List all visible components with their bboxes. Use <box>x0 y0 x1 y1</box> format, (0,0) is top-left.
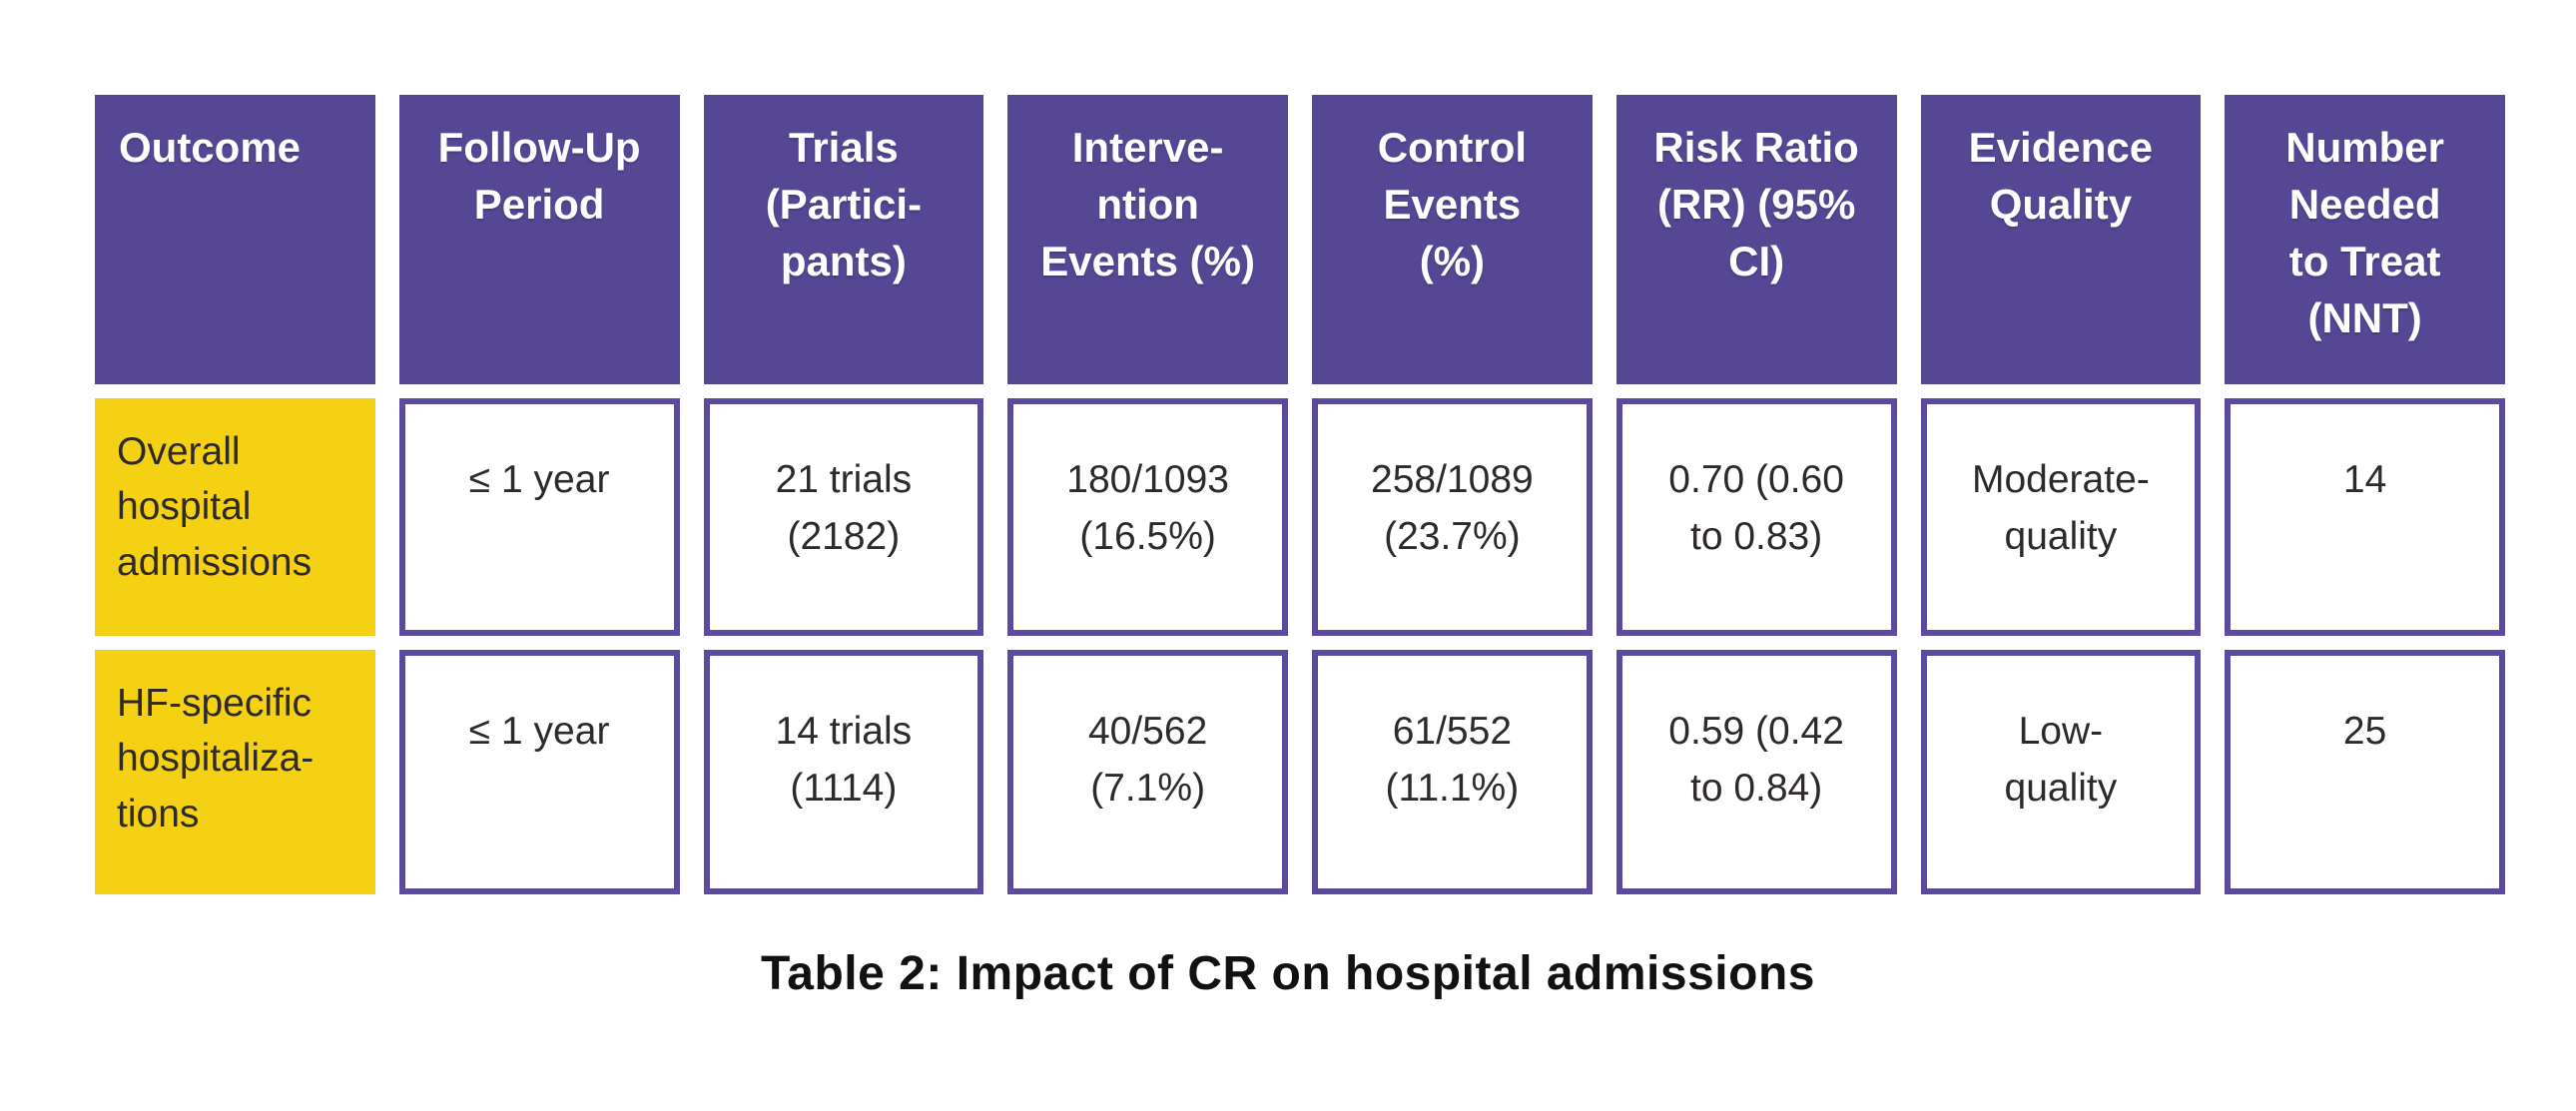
table-cell: 180/1093 (16.5%) <box>1007 398 1288 636</box>
column-header-control-events: Control Events (%) <box>1312 95 1593 384</box>
table-cell: 0.70 (0.60 to 0.83) <box>1615 398 1897 636</box>
column-header-intervention-events: Interve- ntion Events (%) <box>1007 95 1288 384</box>
data-table: Outcome Follow-Up Period Trials (Partici… <box>95 95 2505 894</box>
column-header-nnt: Number Needed to Treat (NNT) <box>2225 95 2505 384</box>
column-header-risk-ratio: Risk Ratio (RR) (95% CI) <box>1615 95 1897 384</box>
table-cell: 25 <box>2225 650 2505 894</box>
table-cell: 14 <box>2225 398 2505 636</box>
table-cell: 40/562 (7.1%) <box>1007 650 1288 894</box>
table-cell: ≤ 1 year <box>398 650 680 894</box>
table-cell: 21 trials (2182) <box>703 398 984 636</box>
table-cell: ≤ 1 year <box>398 398 680 636</box>
column-header-follow-up-period: Follow-Up Period <box>398 95 680 384</box>
table-cell: 258/1089 (23.7%) <box>1312 398 1593 636</box>
column-header-evidence-quality: Evidence Quality <box>1920 95 2202 384</box>
table-caption: Table 2: Impact of CR on hospital admiss… <box>761 947 1815 1000</box>
column-header-outcome: Outcome <box>95 95 375 384</box>
table-cell: 61/552 (11.1%) <box>1312 650 1593 894</box>
row-header-overall-hospital-admissions: Overall hospital admissions <box>95 398 375 636</box>
table-cell: Moderate- quality <box>1920 398 2202 636</box>
column-header-trials-participants: Trials (Partici- pants) <box>703 95 984 384</box>
row-header-hf-specific-hospitalizations: HF-specific hospitaliza- tions <box>95 650 375 894</box>
table-cell: Low- quality <box>1920 650 2202 894</box>
table-cell: 14 trials (1114) <box>703 650 984 894</box>
table-cell: 0.59 (0.42 to 0.84) <box>1615 650 1897 894</box>
